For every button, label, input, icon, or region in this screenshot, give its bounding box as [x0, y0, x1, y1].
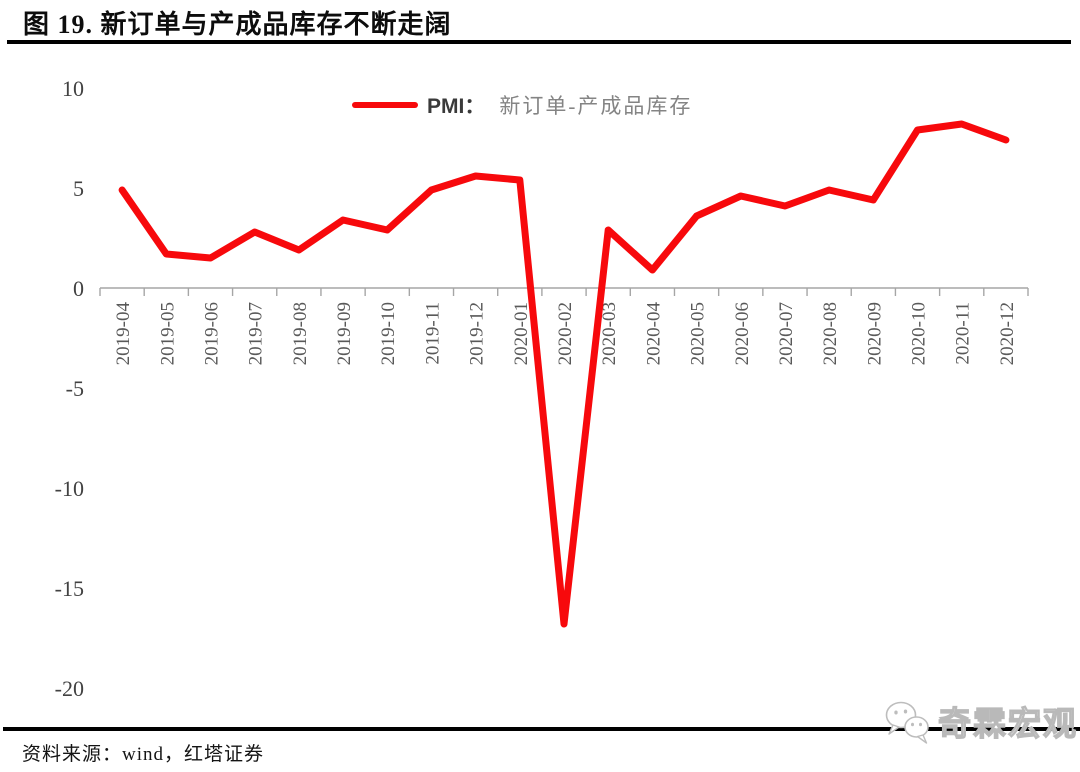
figure-title: 图 19. 新订单与产成品库存不断走阔 [23, 10, 452, 39]
watermark: 奇霖宏观 [882, 696, 1078, 750]
x-axis-label: 2019-08 [290, 302, 311, 365]
x-axis-label: 2020-08 [820, 302, 841, 365]
chart-legend: PMI： 新订单-产成品库存 [352, 92, 692, 118]
x-axis-label: 2020-04 [643, 302, 664, 366]
y-axis-label: 10 [62, 76, 84, 101]
x-axis-label: 2019-09 [334, 302, 355, 365]
x-axis-label: 2020-10 [909, 302, 930, 365]
x-axis-label: 2020-01 [511, 302, 532, 365]
x-axis-label: 2020-09 [864, 302, 885, 365]
title-divider [7, 40, 1071, 44]
legend-line-swatch [352, 102, 418, 108]
y-axis-label: -10 [55, 476, 84, 501]
y-axis-label: -20 [55, 676, 84, 701]
y-axis-label: -5 [66, 376, 84, 401]
x-axis-label: 2019-05 [157, 302, 178, 365]
x-axis-label: 2019-12 [467, 302, 488, 365]
pmi-line-chart: 10 5 0 -5 -10 -15 -20 2019-04 2019-05 2019-06 2019… [55, 76, 1029, 701]
x-axis-label: 2020-07 [776, 302, 797, 365]
x-axis-label: 2020-12 [997, 302, 1018, 365]
x-axis-label: 2019-06 [201, 302, 222, 365]
pmi-series-line [118, 120, 1010, 628]
footer-divider [3, 727, 1080, 731]
y-axis-label: -15 [55, 576, 84, 601]
legend-label-series: 新订单-产成品库存 [499, 94, 693, 118]
wechat-icon [885, 701, 929, 744]
y-axis-label: 5 [73, 176, 84, 201]
x-axis-label: 2020-03 [599, 302, 620, 365]
source-note: 资料来源：wind，红塔证券 [22, 744, 265, 765]
x-axis-label: 2019-07 [246, 302, 267, 365]
legend-label-pmi: PMI： [427, 95, 486, 118]
x-axis-label: 2019-04 [113, 302, 134, 366]
x-axis-label: 2020-05 [688, 302, 709, 365]
y-axis-label: 0 [73, 276, 84, 301]
x-axis-label: 2020-11 [953, 302, 974, 365]
x-axis-label: 2020-06 [732, 302, 753, 365]
watermark-text: 奇霖宏观 [937, 704, 1078, 742]
x-axis-label: 2020-02 [555, 302, 576, 365]
x-axis-label: 2019-10 [378, 302, 399, 365]
x-axis-label: 2019-11 [422, 302, 443, 365]
